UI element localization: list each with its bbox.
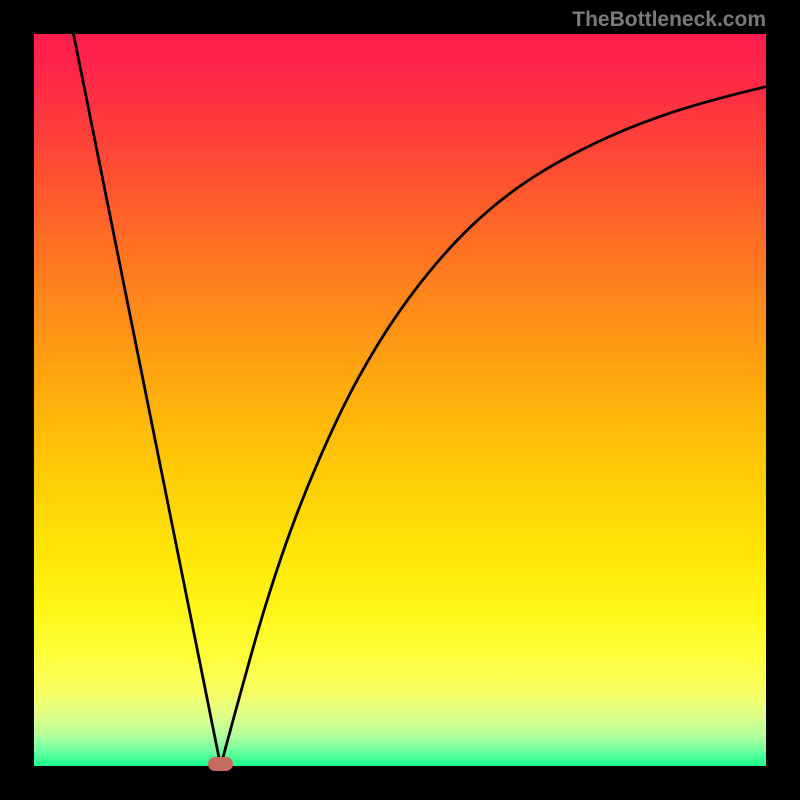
- plot-area: [34, 34, 766, 766]
- watermark: TheBottleneck.com: [572, 8, 766, 32]
- chart-container: TheBottleneck.com: [0, 0, 800, 800]
- bottleneck-curve: [34, 34, 766, 766]
- minimum-marker: [208, 757, 233, 771]
